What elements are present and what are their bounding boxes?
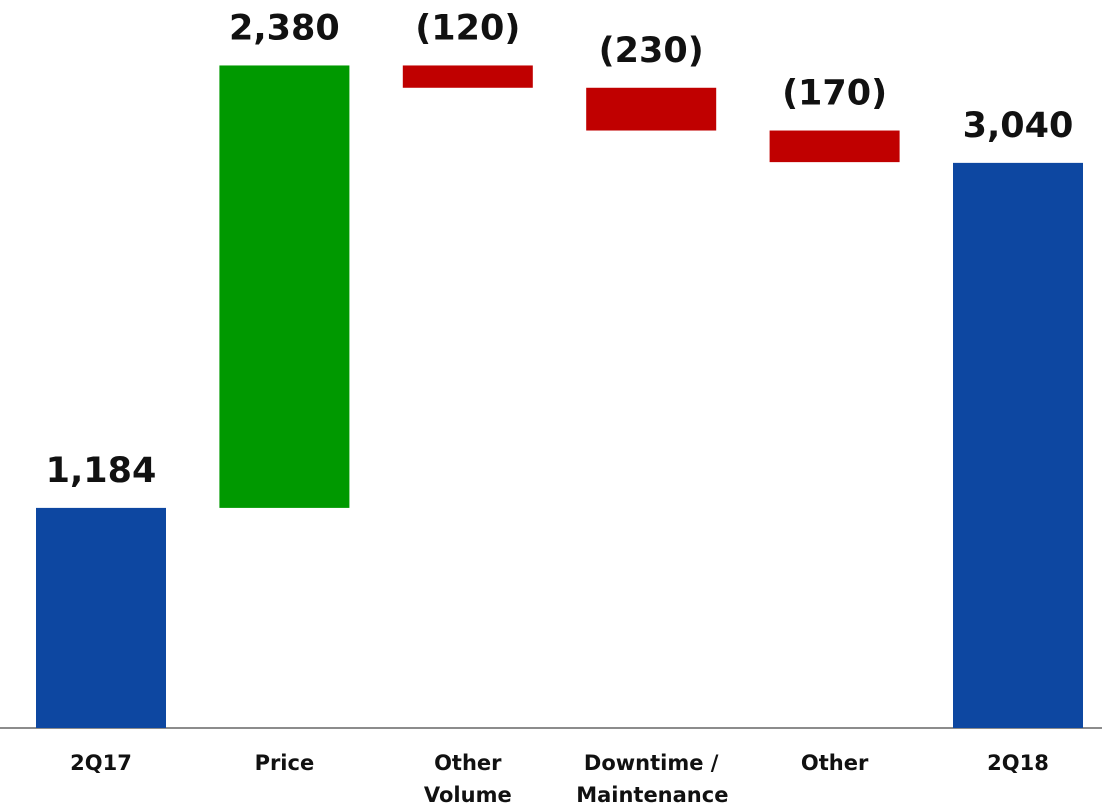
value-label: 1,184 [46, 451, 157, 491]
value-label: (120) [415, 8, 520, 48]
x-tick-label: Other Volume [393, 747, 543, 807]
value-label: (230) [599, 31, 704, 71]
bar [219, 65, 349, 507]
x-tick-label: Other [760, 747, 910, 779]
bar [586, 88, 716, 131]
chart: 1,184 2,380 (120) (230) (170) 3,040 2Q17 Price… [0, 0, 1102, 807]
x-tick-label: Price [209, 747, 359, 779]
chart-svg: 1,184 2,380 (120) (230) (170) 3,040 [0, 0, 1102, 807]
bar [403, 65, 533, 87]
value-label: 2,380 [229, 8, 340, 48]
bar [36, 508, 166, 728]
x-tick-label: 2Q17 [26, 747, 176, 779]
value-label: 3,040 [963, 106, 1074, 146]
value-label: (170) [782, 74, 887, 114]
x-tick-label: Downtime / Maintenance [576, 747, 726, 807]
bar [770, 131, 900, 163]
bar [953, 163, 1083, 728]
x-tick-label: 2Q18 [943, 747, 1093, 779]
